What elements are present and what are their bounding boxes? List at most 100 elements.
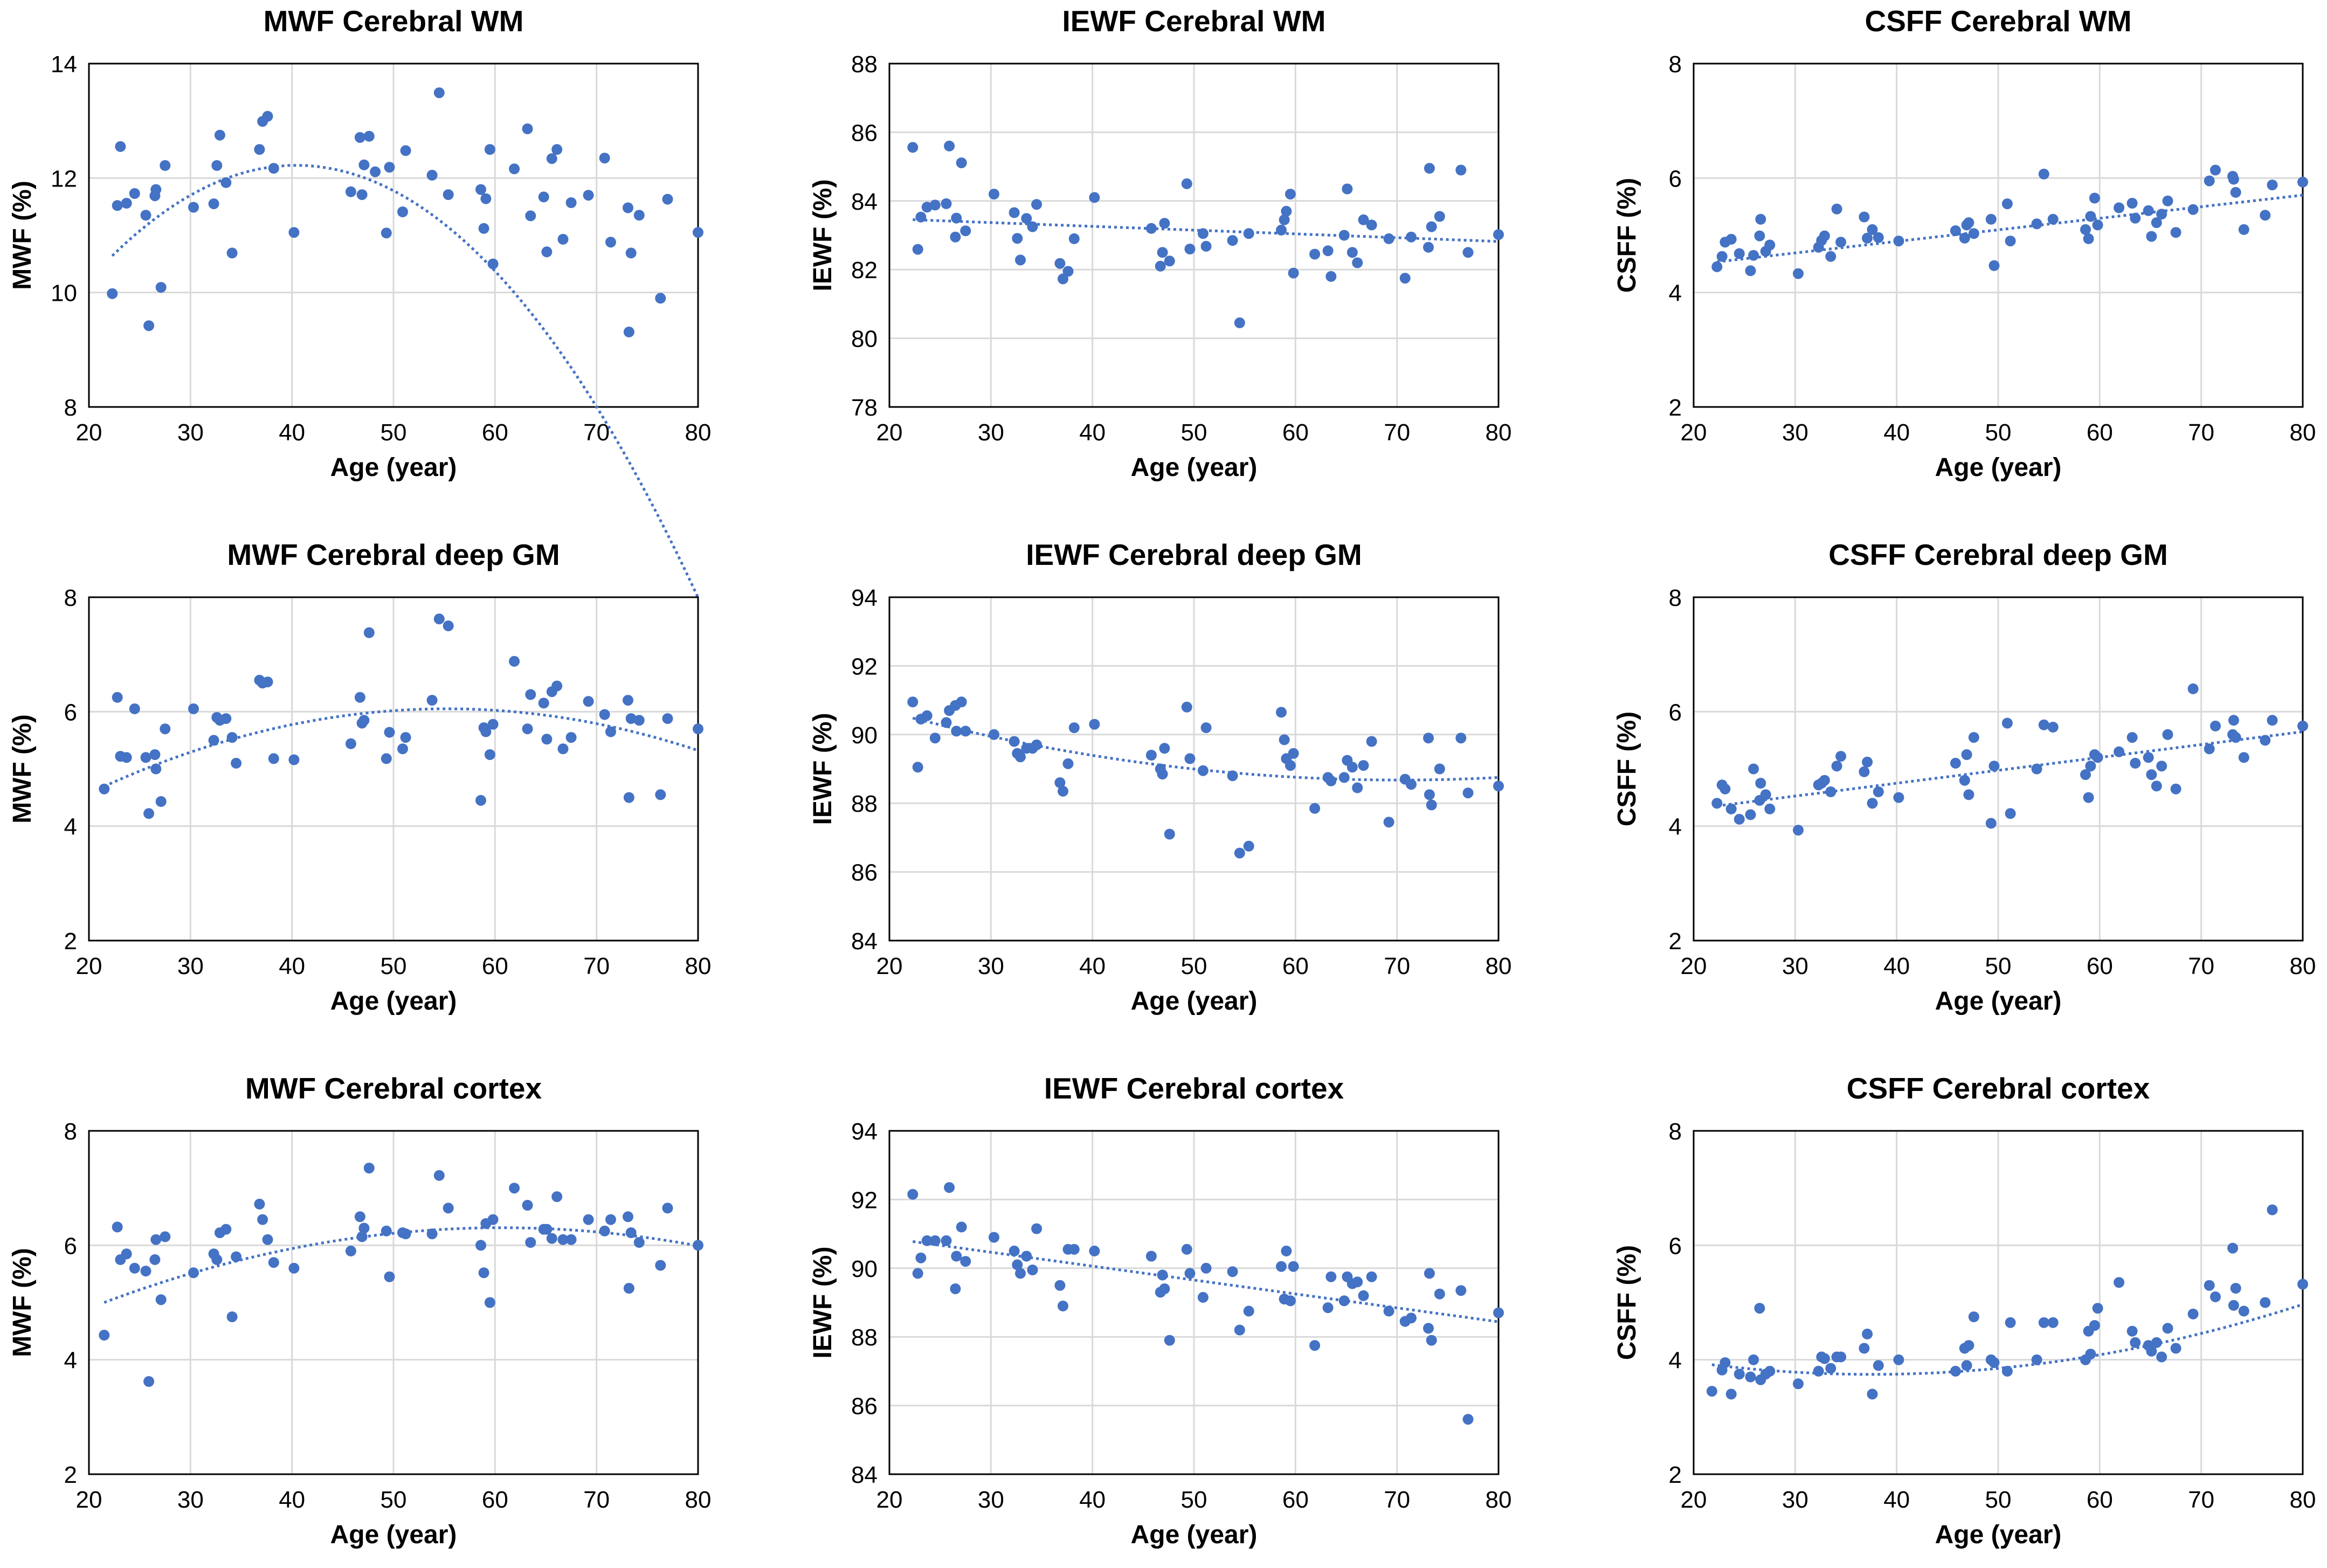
x-axis-label: Age (year) (1935, 453, 2062, 482)
data-point (1145, 750, 1157, 761)
data-point (262, 110, 273, 122)
y-tick-label: 84 (851, 928, 878, 955)
y-tick-label: 4 (1669, 1348, 1682, 1374)
data-point (599, 1225, 610, 1237)
data-point (1725, 233, 1737, 245)
data-point (1068, 722, 1080, 734)
data-point (2230, 732, 2241, 743)
data-point (1959, 775, 1970, 786)
data-point (1157, 1269, 1168, 1281)
y-tick-label: 94 (851, 585, 878, 611)
y-tick-label: 6 (1669, 165, 1682, 192)
data-point (1961, 749, 1972, 760)
x-axis-label: Age (year) (1131, 987, 1258, 1016)
data-point (2085, 761, 2096, 772)
x-tick-label: 70 (2188, 953, 2214, 979)
data-point (1745, 809, 1756, 820)
data-point (960, 225, 971, 237)
data-point (1961, 1360, 1972, 1371)
y-tick-label: 80 (851, 326, 878, 353)
x-tick-label: 20 (76, 953, 102, 979)
x-tick-label: 60 (482, 419, 508, 446)
y-tick-label: 88 (851, 791, 878, 817)
data-point (1725, 1389, 1737, 1400)
x-tick-label: 40 (1883, 1487, 1910, 1513)
data-point (625, 713, 637, 724)
data-point (605, 1214, 616, 1225)
y-tick-label: 6 (64, 1233, 77, 1259)
data-point (208, 735, 219, 746)
y-tick-label: 4 (64, 814, 77, 840)
data-point (1338, 772, 1350, 783)
x-tick-label: 50 (1181, 419, 1207, 446)
data-point (2005, 236, 2016, 247)
data-point (1988, 761, 2000, 772)
data-point (484, 749, 495, 760)
plot-area-border (1693, 63, 2304, 408)
x-tick-label: 50 (1985, 1487, 2012, 1513)
data-point (231, 757, 242, 769)
data-point (384, 1271, 395, 1282)
data-point (941, 198, 952, 209)
data-point (211, 1254, 223, 1265)
y-tick-label: 82 (851, 257, 878, 284)
data-point (2156, 209, 2167, 220)
data-point (1281, 205, 1292, 217)
data-point (160, 723, 171, 735)
data-point (1012, 233, 1023, 244)
x-tick-label: 80 (2290, 1487, 2316, 1513)
data-point (557, 1234, 569, 1245)
data-point (1893, 236, 1904, 247)
data-point (149, 749, 161, 760)
data-point (1352, 257, 1363, 268)
data-point (1711, 261, 1723, 272)
data-point (951, 726, 962, 737)
data-point (1819, 1353, 1830, 1364)
chart-panel: IEWF Cerebral cortex 20 30 40 50 60 70 80 84 86 88… (809, 1072, 1511, 1549)
chart-title: IEWF Cerebral WM (1062, 4, 1326, 38)
data-point (345, 1245, 356, 1256)
data-point (2085, 211, 2096, 222)
chart-title: IEWF Cerebral deep GM (1026, 538, 1362, 571)
data-point (921, 202, 933, 213)
data-point (1988, 260, 2000, 271)
y-tick-label: 2 (64, 1462, 77, 1488)
chart-panel: IEWF Cerebral deep GM 20 30 40 50 60 70 80 84 86 8… (809, 538, 1511, 1016)
chart-panel: IEWF Cerebral WM 20 30 40 50 60 70 80 78 80 82 84 86… (809, 4, 1511, 482)
data-point (599, 153, 610, 164)
data-point (1243, 840, 1254, 852)
data-point (1358, 1290, 1369, 1301)
data-point (1734, 248, 1745, 259)
trend-line (111, 164, 700, 598)
data-point (557, 233, 569, 245)
data-point (155, 796, 167, 807)
data-point (129, 703, 140, 714)
data-point (912, 244, 923, 255)
data-point (2146, 231, 2157, 242)
data-point (1089, 719, 1100, 730)
x-tick-label: 30 (978, 419, 1004, 446)
y-tick-label: 92 (851, 653, 878, 680)
data-point (1745, 1371, 1756, 1383)
data-point (1325, 271, 1337, 282)
data-point (1200, 240, 1212, 252)
data-point (944, 140, 955, 151)
data-point (2170, 1343, 2181, 1354)
data-point (1760, 789, 1771, 800)
data-point (605, 237, 616, 248)
data-point (1959, 232, 1970, 244)
data-point (1754, 230, 1765, 241)
data-point (1406, 779, 1417, 790)
y-tick-label: 2 (1669, 928, 1682, 955)
data-point (1309, 1340, 1321, 1351)
data-point (1184, 1268, 1196, 1279)
data-point (1015, 1268, 1026, 1279)
data-point (1200, 722, 1212, 734)
data-point (1181, 701, 1192, 713)
data-point (1281, 1245, 1292, 1256)
data-point (2228, 1300, 2239, 1311)
data-point (443, 1203, 454, 1214)
data-point (522, 723, 533, 735)
data-point (1893, 1354, 1904, 1365)
